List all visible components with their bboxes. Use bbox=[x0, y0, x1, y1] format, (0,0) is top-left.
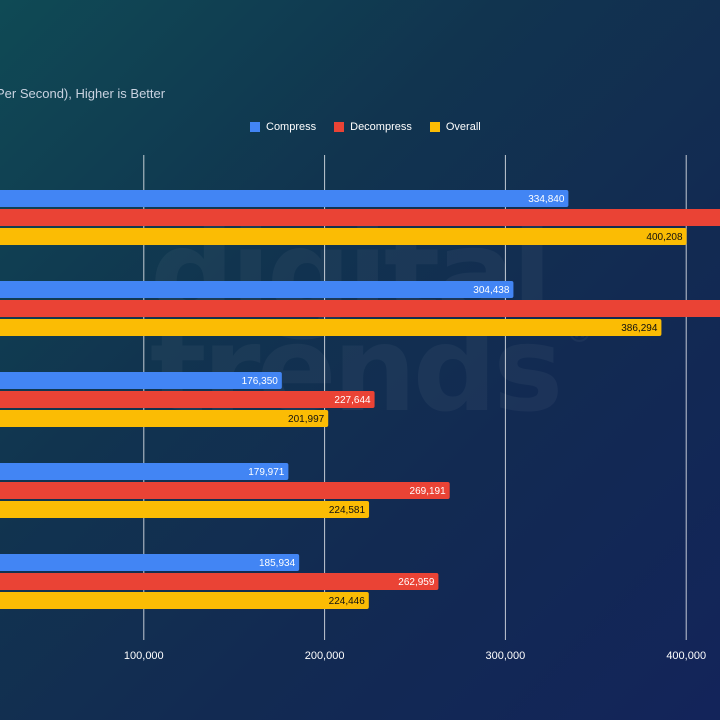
legend-item-overall: Overall bbox=[429, 121, 481, 133]
bar bbox=[0, 482, 450, 499]
bar-value-label: 334,840 bbox=[528, 194, 565, 205]
legend-label-overall: Overall bbox=[445, 121, 481, 133]
bar-value-label: 227,644 bbox=[334, 395, 371, 406]
legend-swatch-decompress bbox=[334, 122, 345, 132]
chart-legend: Compress Decompress Overall bbox=[250, 121, 481, 133]
bar-value-label: 185,934 bbox=[259, 558, 296, 569]
legend-item-decompress: Decompress bbox=[334, 121, 412, 133]
bar bbox=[0, 501, 370, 518]
bar-value-label: 400,208 bbox=[646, 232, 683, 243]
legend-label-decompress: Decompress bbox=[350, 121, 412, 133]
bar bbox=[0, 190, 569, 207]
bar bbox=[0, 281, 514, 298]
bar bbox=[0, 554, 300, 571]
bar-value-label: 304,438 bbox=[473, 285, 510, 296]
bar bbox=[0, 300, 720, 317]
bar bbox=[0, 372, 282, 389]
x-tick-label: 400,000 bbox=[666, 650, 706, 662]
bar-value-label: 201,997 bbox=[288, 414, 325, 425]
legend-swatch-compress bbox=[250, 122, 260, 132]
bar bbox=[0, 319, 662, 336]
bar-value-label: 269,191 bbox=[410, 486, 447, 497]
bar bbox=[0, 209, 720, 226]
bar-value-label: 224,581 bbox=[329, 505, 366, 516]
bar bbox=[0, 573, 439, 590]
bar-value-label: 224,446 bbox=[329, 596, 366, 607]
legend-item-compress: Compress bbox=[250, 121, 316, 133]
bar-value-label: 179,971 bbox=[248, 467, 285, 478]
bar bbox=[0, 592, 369, 609]
bar bbox=[0, 463, 289, 480]
bar bbox=[0, 391, 375, 408]
bar bbox=[0, 410, 329, 427]
legend-swatch-overall bbox=[429, 122, 440, 132]
x-tick-label: 200,000 bbox=[305, 650, 345, 662]
chart-subtitle: Per Second), Higher is Better bbox=[0, 86, 166, 101]
legend-label-compress: Compress bbox=[266, 121, 317, 133]
bar-value-label: 386,294 bbox=[621, 323, 658, 334]
bar bbox=[0, 228, 687, 245]
bar-value-label: 262,959 bbox=[398, 577, 435, 588]
bar-value-label: 176,350 bbox=[242, 376, 279, 387]
x-tick-label: 100,000 bbox=[124, 650, 164, 662]
x-tick-label: 300,000 bbox=[486, 650, 526, 662]
